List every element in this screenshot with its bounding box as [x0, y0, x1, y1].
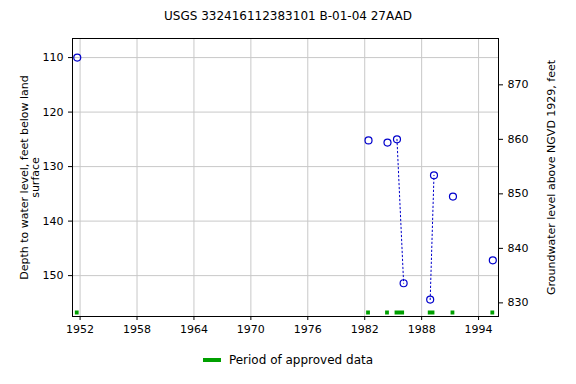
html-text:Period of approved data: Period of approved data: [228, 353, 374, 367]
svg-text:1982: 1982: [351, 323, 379, 336]
svg-text:Depth to water level, feet bel: Depth to water level, feet below landsur…: [18, 75, 42, 280]
svg-text:1964: 1964: [180, 323, 208, 336]
svg-text:130: 130: [43, 160, 64, 173]
svg-text:1988: 1988: [408, 323, 436, 336]
svg-text:150: 150: [43, 269, 64, 282]
svg-text:840: 840: [508, 242, 529, 255]
svg-text:850: 850: [508, 187, 529, 200]
svg-text:860: 860: [508, 133, 529, 146]
svg-text:1994: 1994: [465, 323, 493, 336]
svg-text:Groundwater level above NGVD 1: Groundwater level above NGVD 1929, feet: [545, 59, 558, 295]
svg-text:870: 870: [508, 78, 529, 91]
svg-text:140: 140: [43, 215, 64, 228]
html-text:USGS 332416112383101 B-01-04 2: USGS 332416112383101 B-01-04 27AAD: [164, 9, 412, 23]
svg-text:1958: 1958: [123, 323, 151, 336]
svg-text:830: 830: [508, 296, 529, 309]
svg-text:1970: 1970: [237, 323, 265, 336]
svg-text:120: 120: [43, 106, 64, 119]
svg-text:1952: 1952: [66, 323, 94, 336]
svg-text:1976: 1976: [294, 323, 322, 336]
svg-text:110: 110: [43, 51, 64, 64]
